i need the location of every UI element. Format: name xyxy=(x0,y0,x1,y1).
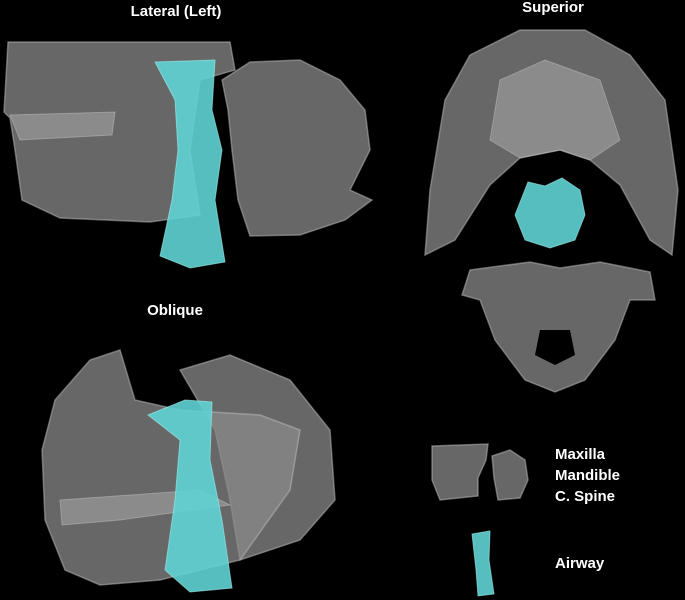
spine-lateral xyxy=(221,59,374,237)
legend-icons xyxy=(431,443,529,597)
panel-title: Lateral (Left) xyxy=(131,3,222,20)
legend-label: C. Spine xyxy=(555,488,615,505)
canal-superior xyxy=(535,330,575,365)
panel-title: Superior xyxy=(522,0,584,16)
legend-bone-spine xyxy=(491,449,529,501)
panel-title: Oblique xyxy=(147,302,203,319)
legend-label: Airway xyxy=(555,555,605,572)
airway-superior xyxy=(514,177,586,249)
legend-label: Mandible xyxy=(555,467,620,484)
jaw-oblique xyxy=(41,349,301,586)
lateral-render xyxy=(3,41,374,269)
teeth-lateral xyxy=(9,111,116,141)
oblique-render xyxy=(41,349,336,593)
airway-oblique xyxy=(147,399,233,593)
vertebra-superior xyxy=(461,261,656,393)
airway-lateral xyxy=(154,59,226,269)
superior-render xyxy=(424,29,679,393)
legend-label: Maxilla xyxy=(555,446,606,463)
legend-airway xyxy=(471,530,495,597)
palate-superior xyxy=(489,59,621,161)
legend-bone-jaw xyxy=(431,443,489,501)
